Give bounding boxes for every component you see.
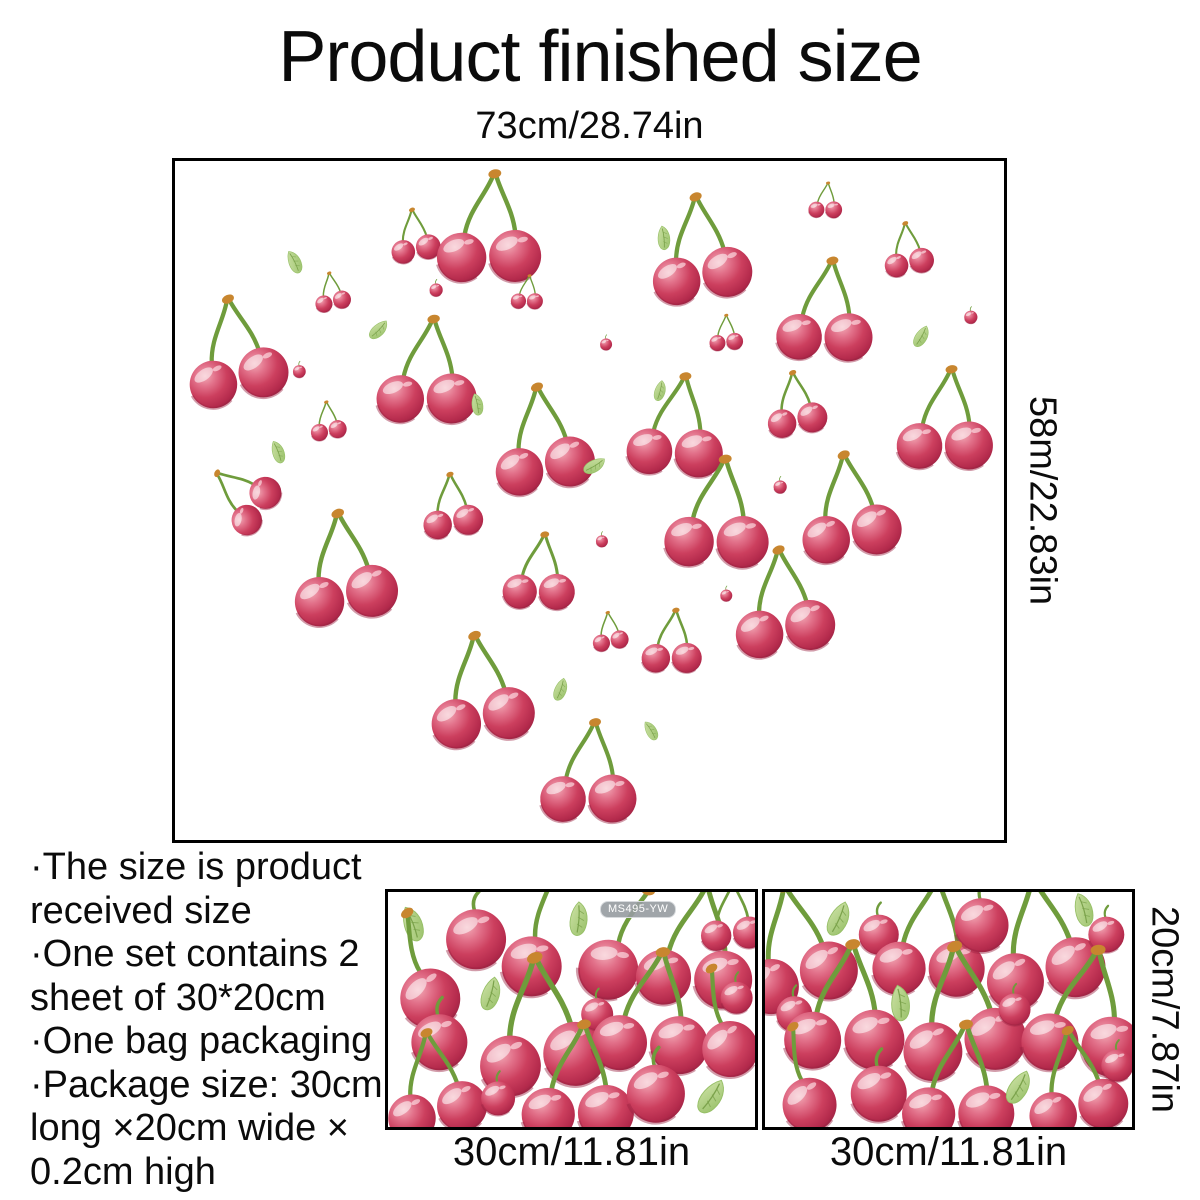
cherry-sheet-illustration [765, 892, 1132, 1127]
note-line: 0.2cm high [30, 1150, 216, 1193]
note-line: ·Package size: 30cm [30, 1063, 383, 1106]
note-line: ·The size is product [30, 846, 362, 888]
sticker-sheet-left: MS495-YW [385, 889, 758, 1130]
note-line: received size [30, 889, 252, 932]
main-height-dimension: 58m/22.83in [1021, 395, 1064, 606]
watermark-badge: MS495-YW [600, 901, 677, 918]
product-notes: ·The size is product received size ·One … [30, 846, 390, 1194]
sheet-left-width-dimension: 30cm/11.81in [452, 1130, 691, 1174]
note-line: sheet of 30*20cm [30, 976, 326, 1019]
finished-size-panel [172, 158, 1007, 843]
sticker-sheet-right [762, 889, 1135, 1130]
note-line: long ×20cm wide × [30, 1107, 349, 1149]
sheet-right-width-dimension: 30cm/11.81in [829, 1130, 1068, 1174]
note-line: ·One bag packaging [30, 1020, 373, 1062]
page-title: Product finished size [278, 17, 922, 97]
cherry-sheet-illustration [388, 892, 755, 1127]
sheet-height-dimension: 20cm/7.87in [1143, 905, 1186, 1113]
cherry-heart-illustration [175, 161, 1004, 840]
main-width-dimension: 73cm/28.74in [475, 105, 704, 147]
note-line: ·One set contains 2 [30, 933, 360, 975]
